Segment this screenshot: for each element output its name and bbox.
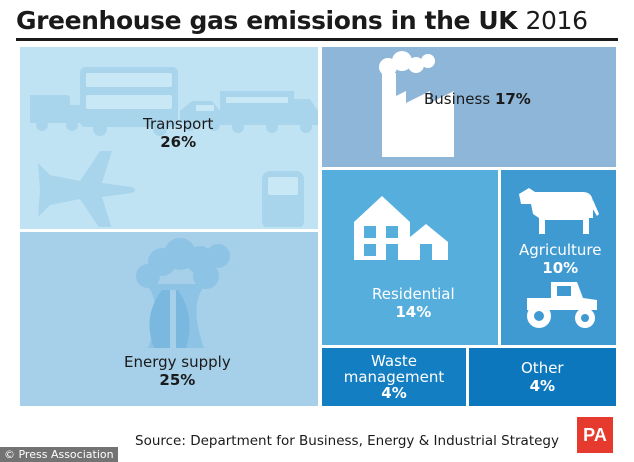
power-station-icon bbox=[136, 238, 230, 350]
value-label-waste-management: 4% bbox=[381, 383, 407, 402]
chart-title: Greenhouse gas emissions in the UK 2016 bbox=[16, 6, 588, 35]
van-icon bbox=[30, 95, 86, 131]
title-rule bbox=[16, 38, 618, 41]
value-label-energy-supply: 25% bbox=[159, 371, 196, 389]
truck-icon bbox=[220, 91, 318, 133]
transport-art bbox=[30, 67, 318, 227]
value-label-transport: 26% bbox=[160, 133, 197, 151]
label-other: Other 4% bbox=[521, 359, 564, 395]
factory-icon bbox=[379, 51, 454, 157]
label-transport: Transport 26% bbox=[143, 115, 213, 151]
title-main: Greenhouse gas emissions in the UK bbox=[16, 6, 518, 35]
tile-business: Business 17% bbox=[322, 47, 616, 167]
label-business: Business 17% bbox=[424, 90, 531, 108]
cow-icon bbox=[519, 188, 599, 234]
tile-residential: Residential 14% bbox=[322, 170, 498, 345]
category-label-business: Business bbox=[424, 90, 491, 108]
tile-agriculture: Agriculture 10% bbox=[501, 170, 616, 345]
tile-energy-supply: Energy supply 25% bbox=[20, 232, 318, 406]
energy-art bbox=[136, 238, 230, 350]
category-label-agriculture: Agriculture bbox=[519, 241, 602, 259]
category-label-other: Other bbox=[521, 359, 564, 377]
category-label-energy-supply: Energy supply bbox=[124, 353, 231, 371]
photo-credit: © Press Association bbox=[0, 447, 118, 462]
category-label-residential: Residential bbox=[372, 285, 455, 303]
business-art bbox=[379, 51, 454, 157]
value-label-business: 17% bbox=[494, 90, 531, 108]
label-energy-supply: Energy supply 25% bbox=[124, 353, 231, 389]
residential-art bbox=[354, 196, 448, 260]
label-waste-management: Waste management 4% bbox=[329, 352, 459, 402]
tile-transport: Transport 26% bbox=[20, 47, 318, 229]
plane-icon bbox=[38, 151, 135, 227]
label-residential: Residential 14% bbox=[372, 285, 455, 321]
tile-waste-management: Waste management 4% bbox=[322, 348, 466, 406]
category-label-transport: Transport bbox=[143, 115, 214, 133]
title-year: 2016 bbox=[525, 6, 588, 35]
label-agriculture: Agriculture 10% bbox=[519, 241, 602, 277]
agriculture-art bbox=[519, 188, 599, 328]
value-label-residential: 14% bbox=[395, 303, 432, 321]
source-note: Source: Department for Business, Energy … bbox=[135, 433, 559, 449]
value-label-other: 4% bbox=[529, 377, 556, 395]
category-label-waste-management: Waste management bbox=[343, 352, 445, 386]
pa-logo: PA bbox=[577, 417, 613, 453]
value-label-agriculture: 10% bbox=[542, 259, 579, 277]
tile-other: Other 4% bbox=[469, 348, 616, 406]
